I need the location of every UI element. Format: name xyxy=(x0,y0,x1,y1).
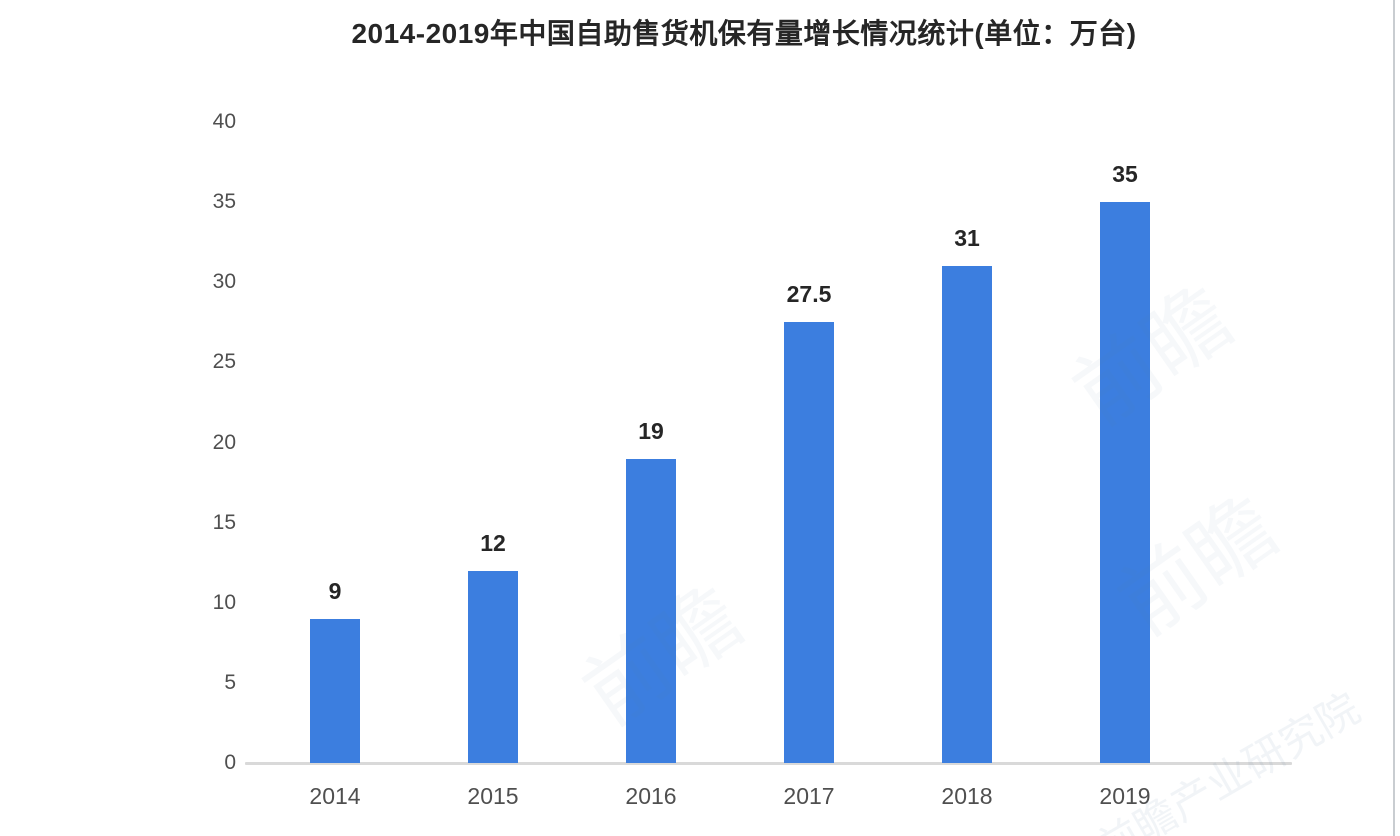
y-axis-tick-label: 40 xyxy=(212,110,236,133)
bar-value-label: 35 xyxy=(1112,161,1138,188)
bar-2018 xyxy=(942,266,992,763)
bar-2019 xyxy=(1100,202,1150,763)
image-edge-line xyxy=(1393,0,1395,836)
x-axis-line xyxy=(245,762,1292,765)
x-axis-tick-label: 2015 xyxy=(467,783,519,809)
bar-2015 xyxy=(468,570,518,763)
y-axis-tick-label: 20 xyxy=(212,430,236,454)
bar-value-label: 19 xyxy=(638,417,664,444)
y-axis-tick-label: 35 xyxy=(212,190,236,214)
x-axis-tick-label: 2014 xyxy=(309,783,361,809)
bar-value-label: 12 xyxy=(480,529,506,556)
y-axis-tick-label: 30 xyxy=(212,270,236,294)
bar-2017 xyxy=(784,322,834,763)
x-axis-tick-label: 2017 xyxy=(783,783,835,809)
bar-value-label: 31 xyxy=(954,225,980,252)
bar-2016 xyxy=(626,458,676,763)
y-axis-tick-label: 25 xyxy=(212,350,236,374)
chart-title: 2014-2019年中国自助售货机保有量增长情况统计(单位：万台) xyxy=(351,18,1137,49)
y-axis-tick-label: 0 xyxy=(224,751,236,774)
x-axis-tick-label: 2018 xyxy=(941,783,993,809)
y-axis-tick-label: 15 xyxy=(212,510,236,534)
x-axis-tick-label: 2016 xyxy=(625,783,677,809)
x-axis-tick-label: 2019 xyxy=(1099,783,1151,809)
bar-value-label: 27.5 xyxy=(786,281,832,308)
bar-2014 xyxy=(310,618,360,763)
y-axis-tick-label: 5 xyxy=(224,670,236,694)
bar-value-label: 9 xyxy=(328,577,342,604)
y-axis-tick-label: 10 xyxy=(212,590,236,614)
